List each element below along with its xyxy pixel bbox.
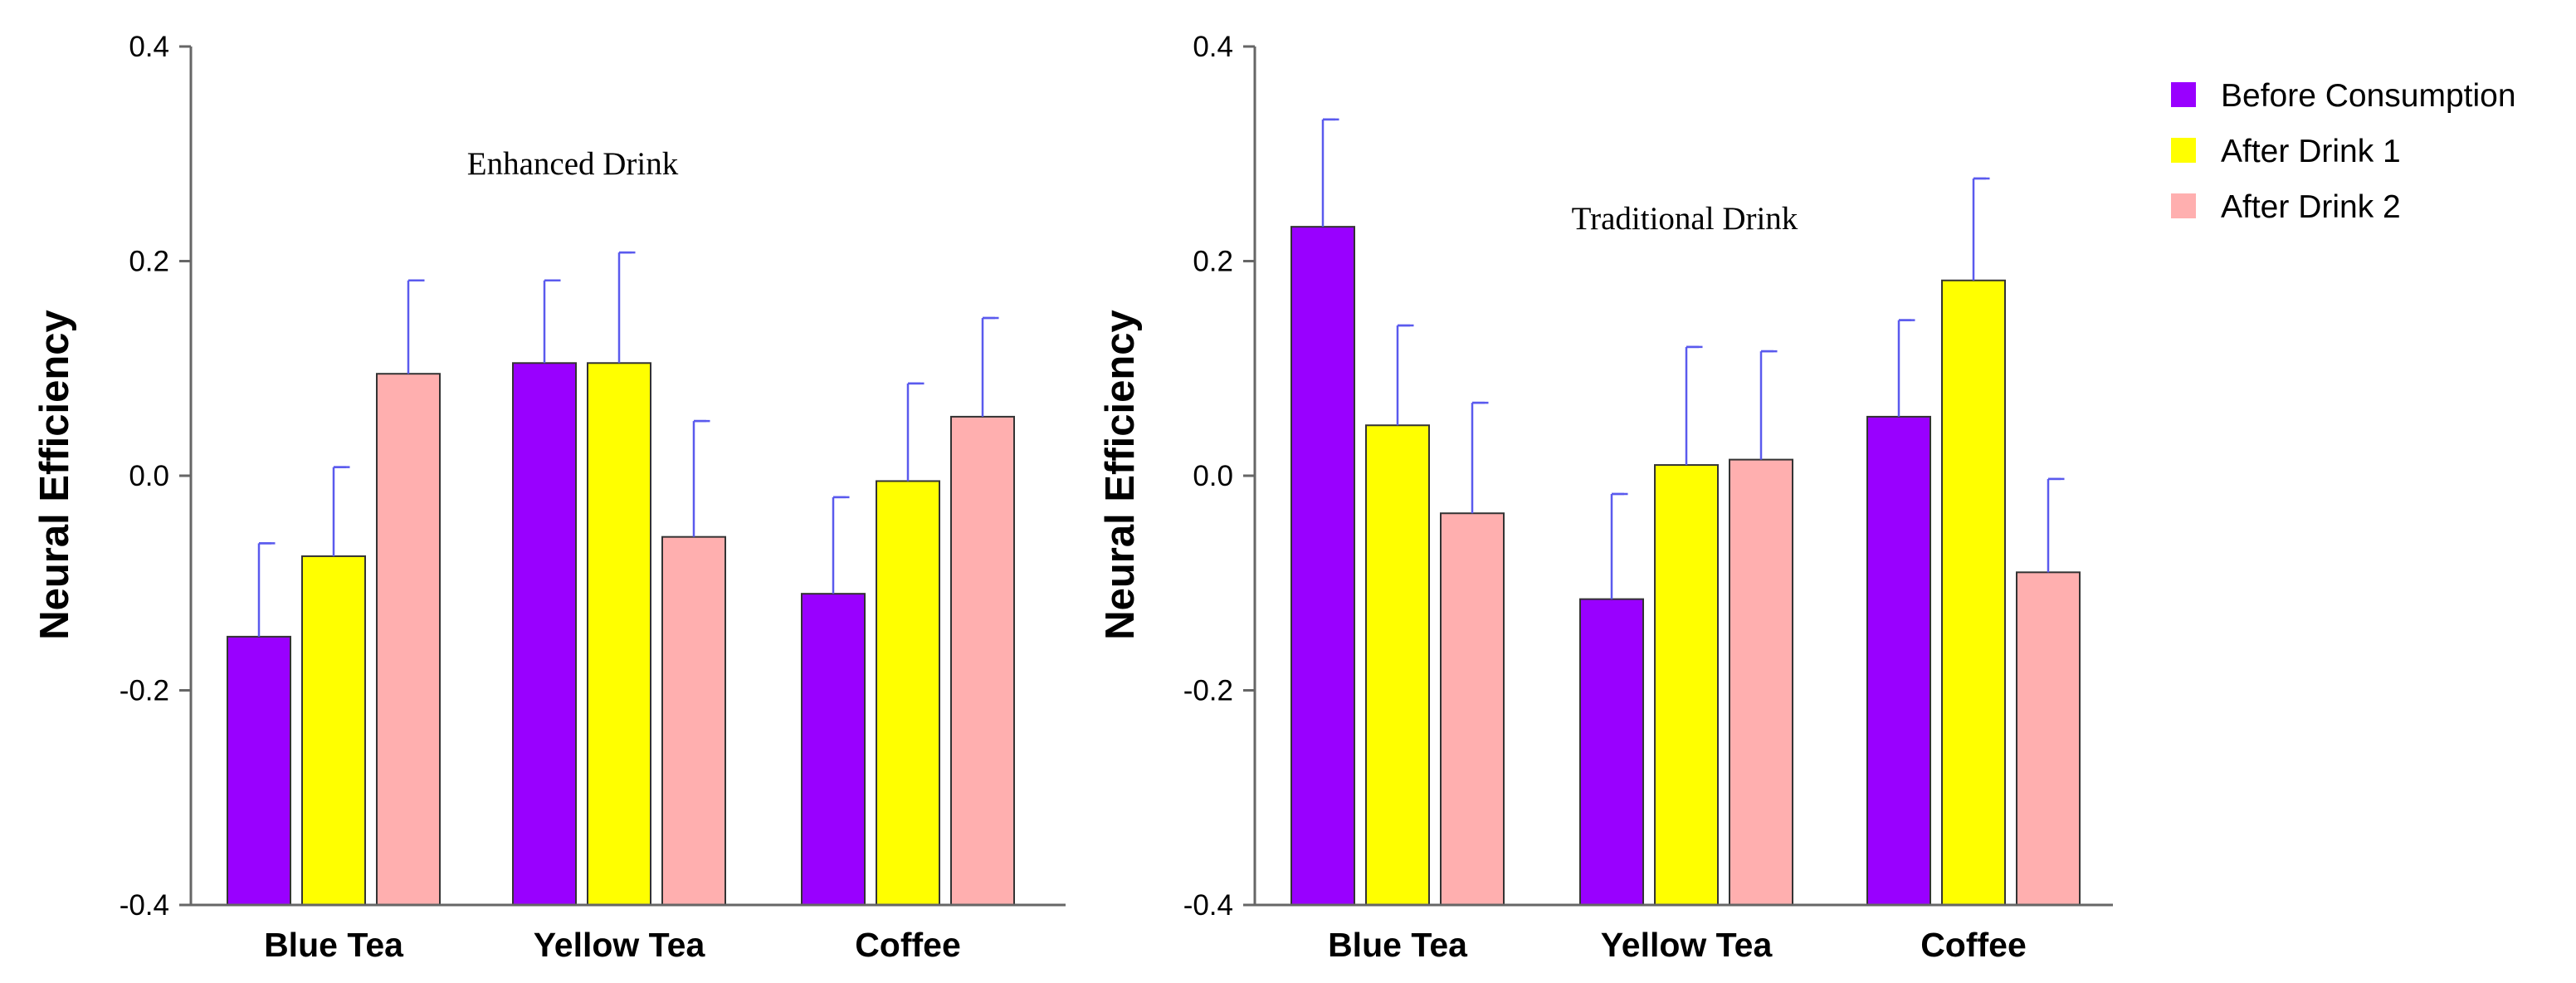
y-tick-label: 0.0 [1193, 460, 1233, 492]
bars-layer [227, 362, 1015, 907]
y-tick-label: -0.2 [120, 675, 169, 707]
legend-swatch-after-drink-2 [2171, 193, 2196, 218]
x-tick-label: Coffee [1920, 926, 2027, 964]
chart-panel-traditional: Traditional Drink Neural Efficiency 0.40… [1098, 31, 2113, 964]
bar-before-consumption [801, 593, 866, 906]
bar-after-drink-2 [1440, 512, 1505, 906]
x-tick-label: Blue Tea [264, 926, 404, 964]
bar-after-drink-2 [2016, 571, 2081, 906]
x-tick-label: Yellow Tea [534, 926, 706, 964]
bar-after-drink-2 [1729, 458, 1793, 906]
y-tick-label: 0.2 [129, 246, 169, 278]
y-axis-label: Neural Efficiency [32, 310, 77, 640]
bar-before-consumption [1290, 226, 1355, 906]
bar-after-drink-1 [301, 555, 366, 906]
chart-panel-enhanced: Enhanced Drink Neural Efficiency 0.40.20… [32, 31, 1066, 964]
chart-title: Enhanced Drink [467, 146, 679, 182]
x-tick-label: Blue Tea [1328, 926, 1468, 964]
bar-after-drink-2 [950, 415, 1015, 907]
bar-after-drink-2 [376, 373, 441, 906]
y-tick-label: -0.2 [1183, 675, 1233, 707]
y-tick-label: -0.4 [120, 889, 169, 922]
legend-label-after-drink-1: After Drink 1 [2221, 134, 2401, 169]
error-bars-layer [257, 251, 999, 637]
bar-after-drink-2 [661, 536, 726, 906]
legend-label-before-consumption: Before Consumption [2221, 78, 2516, 114]
y-ticks: 0.4 0.2 0.0 -0.2 -0.4 [1183, 31, 1255, 922]
y-tick-label: 0.2 [1193, 246, 1233, 278]
error-bars-layer [1321, 118, 2065, 599]
bar-after-drink-1 [1941, 279, 2006, 906]
legend-swatch-before-consumption [2171, 82, 2196, 107]
legend-swatch-after-drink-1 [2171, 138, 2196, 163]
bar-before-consumption [227, 635, 291, 906]
y-tick-label: 0.4 [1193, 31, 1233, 63]
x-tick-label: Yellow Tea [1601, 926, 1773, 964]
bar-after-drink-1 [587, 362, 651, 907]
y-tick-label: -0.4 [1183, 889, 1233, 922]
x-tick-labels: Blue Tea Yellow Tea Coffee [264, 926, 961, 964]
y-axis-label: Neural Efficiency [1098, 310, 1143, 640]
bar-after-drink-1 [1654, 464, 1719, 906]
bar-after-drink-1 [876, 480, 940, 907]
x-tick-label: Coffee [855, 926, 961, 964]
bar-before-consumption [1579, 598, 1644, 906]
chart-title: Traditional Drink [1572, 201, 1798, 237]
bars-layer [1290, 226, 2081, 907]
bar-after-drink-1 [1365, 424, 1430, 906]
bar-before-consumption [1866, 415, 1931, 907]
legend: Before Consumption After Drink 1 After D… [2171, 78, 2516, 225]
x-tick-labels: Blue Tea Yellow Tea Coffee [1328, 926, 2027, 964]
bar-before-consumption [512, 362, 577, 907]
y-ticks: 0.4 0.2 0.0 -0.2 -0.4 [120, 31, 191, 922]
legend-label-after-drink-2: After Drink 2 [2221, 189, 2401, 225]
y-tick-label: 0.4 [129, 31, 169, 63]
y-tick-label: 0.0 [129, 460, 169, 492]
